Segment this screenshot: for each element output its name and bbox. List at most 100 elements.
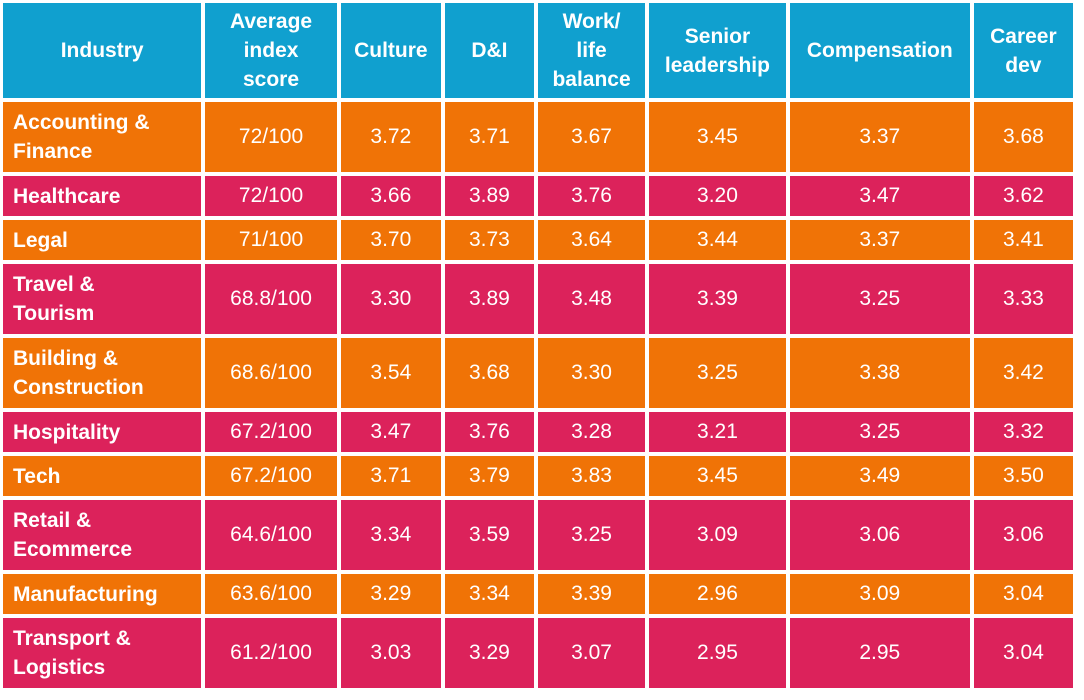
industry-label: Finance: [13, 140, 93, 163]
cell-compensation: 3.37: [789, 102, 970, 172]
industry-label: Hospitality: [13, 420, 121, 444]
table-row: Manufacturing 63.6/100 3.29 3.34 3.39 2.96 3.0…: [3, 574, 1073, 614]
column-header-career-dev: Career dev: [973, 3, 1073, 98]
cell-senior-leadership: 3.20: [649, 176, 786, 216]
cell-average-index-score: 72/100: [205, 102, 337, 172]
header-row: Industry Average index score Culture D&I Work/…: [3, 3, 1073, 98]
column-header-average-index-score: Average index score: [205, 3, 337, 98]
industry-label: Construction: [13, 376, 144, 399]
cell-senior-leadership: 3.44: [649, 220, 786, 260]
cell-work-life-balance: 3.76: [537, 176, 646, 216]
cell-d-and-i: 3.29: [444, 618, 534, 688]
cell-industry: Building & Construction: [3, 338, 202, 408]
cell-compensation: 3.25: [789, 264, 970, 334]
column-header-text: leadership: [664, 53, 770, 77]
cell-work-life-balance: 3.67: [537, 102, 646, 172]
cell-career-dev: 3.04: [973, 574, 1073, 614]
table-row: Legal 71/100 3.70 3.73 3.64 3.44 3.37 3.41: [3, 220, 1073, 260]
cell-d-and-i: 3.89: [444, 264, 534, 334]
cell-compensation: 3.09: [789, 574, 970, 614]
table-row: Building & Construction 68.6/100 3.54 3.68 3.…: [3, 338, 1073, 408]
cell-d-and-i: 3.73: [444, 220, 534, 260]
cell-senior-leadership: 3.21: [649, 412, 786, 452]
table-body: Accounting & Finance 72/100 3.72 3.71 3.67 3.4…: [3, 102, 1073, 688]
cell-compensation: 3.49: [789, 456, 970, 496]
cell-compensation: 3.25: [789, 412, 970, 452]
cell-average-index-score: 67.2/100: [205, 456, 337, 496]
cell-average-index-score: 63.6/100: [205, 574, 337, 614]
cell-d-and-i: 3.89: [444, 176, 534, 216]
cell-d-and-i: 3.34: [444, 574, 534, 614]
column-header-text: Compensation: [806, 39, 953, 62]
cell-work-life-balance: 3.28: [537, 412, 646, 452]
cell-d-and-i: 3.68: [444, 338, 534, 408]
cell-compensation: 3.47: [789, 176, 970, 216]
cell-compensation: 3.06: [789, 500, 970, 570]
cell-culture: 3.72: [340, 102, 441, 172]
table-row: Hospitality 67.2/100 3.47 3.76 3.28 3.21 3.25 3…: [3, 412, 1073, 452]
industry-label: Building &: [13, 347, 118, 370]
column-header-text: Average: [229, 10, 313, 33]
column-header-text: Work/: [562, 10, 621, 33]
cell-career-dev: 3.06: [973, 500, 1073, 570]
cell-industry: Manufacturing: [3, 574, 202, 614]
cell-compensation: 3.37: [789, 220, 970, 260]
cell-career-dev: 3.62: [973, 176, 1073, 216]
column-header-d-and-i: D&I: [444, 3, 534, 98]
cell-compensation: 2.95: [789, 618, 970, 688]
cell-average-index-score: 67.2/100: [205, 412, 337, 452]
column-header-text: Senior: [684, 24, 751, 48]
cell-senior-leadership: 2.95: [649, 618, 786, 688]
cell-career-dev: 3.04: [973, 618, 1073, 688]
cell-industry: Accounting & Finance: [3, 102, 202, 172]
cell-culture: 3.47: [340, 412, 441, 452]
cell-culture: 3.29: [340, 574, 441, 614]
cell-senior-leadership: 2.96: [649, 574, 786, 614]
column-header-text: Career: [990, 24, 1057, 48]
cell-work-life-balance: 3.64: [537, 220, 646, 260]
industry-label: Tech: [13, 464, 61, 488]
industry-label: Manufacturing: [13, 582, 158, 606]
cell-industry: Travel & Tourism: [3, 264, 202, 334]
cell-d-and-i: 3.76: [444, 412, 534, 452]
column-header-text: index: [243, 39, 299, 62]
cell-career-dev: 3.41: [973, 220, 1073, 260]
column-header-text: D&I: [471, 39, 508, 62]
cell-industry: Hospitality: [3, 412, 202, 452]
column-header-compensation: Compensation: [789, 3, 970, 98]
column-header-text: score: [243, 68, 300, 91]
cell-career-dev: 3.50: [973, 456, 1073, 496]
column-header-culture: Culture: [340, 3, 441, 98]
cell-culture: 3.70: [340, 220, 441, 260]
cell-industry: Legal: [3, 220, 202, 260]
table-row: Accounting & Finance 72/100 3.72 3.71 3.67 3.4…: [3, 102, 1073, 172]
industry-label: Transport &: [13, 627, 131, 650]
cell-average-index-score: 68.6/100: [205, 338, 337, 408]
cell-career-dev: 3.33: [973, 264, 1073, 334]
cell-senior-leadership: 3.39: [649, 264, 786, 334]
cell-industry: Retail & Ecommerce: [3, 500, 202, 570]
cell-compensation: 3.38: [789, 338, 970, 408]
industry-label: Logistics: [13, 656, 106, 679]
table-header: Industry Average index score Culture D&I Work/…: [3, 3, 1073, 98]
cell-culture: 3.30: [340, 264, 441, 334]
industry-label: Legal: [13, 228, 68, 252]
cell-work-life-balance: 3.48: [537, 264, 646, 334]
column-header-text: Culture: [354, 39, 428, 62]
cell-work-life-balance: 3.83: [537, 456, 646, 496]
cell-culture: 3.34: [340, 500, 441, 570]
cell-work-life-balance: 3.07: [537, 618, 646, 688]
column-header-senior-leadership: Senior leadership: [649, 3, 786, 98]
cell-d-and-i: 3.59: [444, 500, 534, 570]
cell-work-life-balance: 3.25: [537, 500, 646, 570]
cell-senior-leadership: 3.45: [649, 102, 786, 172]
cell-work-life-balance: 3.39: [537, 574, 646, 614]
cell-work-life-balance: 3.30: [537, 338, 646, 408]
table-row: Retail & Ecommerce 64.6/100 3.34 3.59 3.25 3.0…: [3, 500, 1073, 570]
cell-d-and-i: 3.71: [444, 102, 534, 172]
column-header-text: balance: [552, 68, 631, 91]
cell-culture: 3.03: [340, 618, 441, 688]
cell-industry: Healthcare: [3, 176, 202, 216]
cell-senior-leadership: 3.45: [649, 456, 786, 496]
